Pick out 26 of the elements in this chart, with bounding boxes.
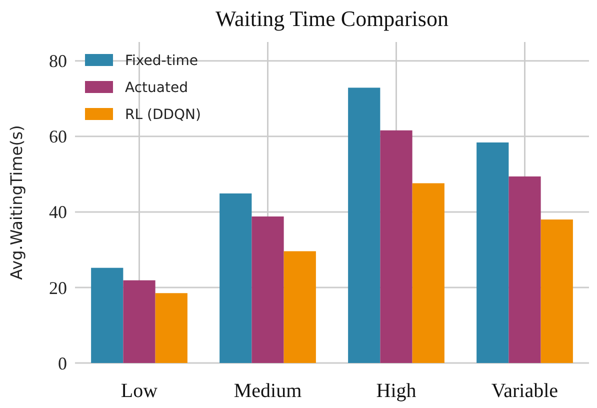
bar [91,268,124,363]
y-axis-title: Avg.WaitingTime(s) [7,125,26,280]
legend-label: Fixed-time [125,52,198,69]
bar [155,293,188,363]
y-tick-label: 40 [49,202,67,222]
x-tick-label: High [376,380,416,402]
y-tick-label: 0 [58,353,67,374]
bar [380,130,412,363]
legend-label: RL (DDQN) [125,106,201,123]
x-tick-label: Variable [491,380,558,402]
y-tick-label: 60 [49,126,67,147]
legend-label: Actuated [125,80,188,96]
bar [476,142,509,363]
y-tick-label: 20 [49,278,67,298]
bar [220,193,252,363]
bar [412,183,444,363]
x-tick-label: Low [120,380,158,402]
bar [348,88,380,363]
x-tick-label: Medium [234,380,302,402]
bar [284,251,316,363]
y-tick-label: 80 [49,51,67,72]
bar [508,176,541,363]
bar [123,280,156,363]
bar [252,216,284,363]
bar [540,219,573,363]
chart-title: Waiting Time Comparison [216,6,448,31]
